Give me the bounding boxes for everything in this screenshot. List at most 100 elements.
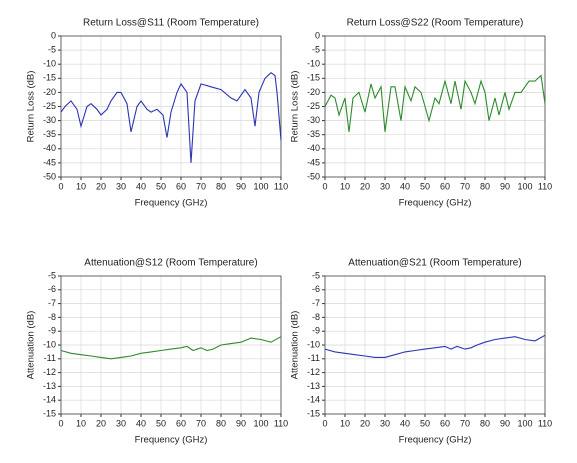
y-tick-label: -15 [307, 408, 320, 418]
y-tick-label: -14 [307, 395, 320, 405]
x-tick-label: 20 [360, 181, 370, 191]
chart-title: Return Loss@S11 (Room Temperature) [83, 18, 259, 29]
y-axis-label: Return Loss (dB) [26, 71, 37, 143]
y-tick-label: -35 [307, 129, 320, 139]
x-tick-label: 50 [420, 181, 430, 191]
data-line [324, 334, 546, 358]
y-tick-label: -5 [48, 44, 56, 54]
y-tick-label: -50 [307, 171, 320, 181]
y-tick-label: -6 [312, 284, 320, 294]
x-tick-label: 30 [116, 181, 126, 191]
x-tick-label: 20 [96, 418, 106, 428]
x-tick-label: 90 [500, 418, 510, 428]
x-tick-label: 100 [253, 181, 268, 191]
x-tick-label: 90 [500, 181, 510, 191]
x-tick-label: 40 [400, 181, 410, 191]
x-axis-label: Frequency (GHz) [135, 435, 208, 446]
x-tick-label: 110 [274, 418, 288, 428]
y-tick-label: -30 [43, 115, 56, 125]
x-tick-label: 40 [136, 181, 146, 191]
chart-title: Attenuation@S21 (Room Temperature) [348, 258, 521, 269]
y-tick-label: 0 [51, 30, 56, 40]
y-tick-label: -6 [48, 284, 56, 294]
y-tick-label: -5 [312, 44, 320, 54]
x-tick-label: 90 [236, 418, 246, 428]
y-axis-label: Attenuation (dB) [26, 311, 37, 380]
x-tick-label: 0 [58, 181, 63, 191]
chart-title: Attenuation@S12 (Room Temperature) [84, 258, 257, 269]
x-tick-label: 60 [176, 418, 186, 428]
x-tick-label: 80 [216, 181, 226, 191]
x-tick-label: 20 [96, 181, 106, 191]
x-tick-label: 0 [322, 418, 327, 428]
x-tick-label: 110 [538, 418, 552, 428]
chart-title: Return Loss@S22 (Room Temperature) [347, 18, 524, 29]
y-tick-label: -10 [43, 339, 56, 349]
x-tick-label: 10 [340, 181, 350, 191]
x-tick-label: 60 [176, 181, 186, 191]
y-tick-label: -15 [43, 73, 56, 83]
x-tick-label: 30 [380, 181, 390, 191]
plot-frame [60, 35, 282, 178]
x-tick-label: 110 [274, 181, 288, 191]
x-tick-label: 10 [76, 181, 86, 191]
x-tick-label: 30 [380, 418, 390, 428]
x-tick-label: 60 [440, 181, 450, 191]
y-tick-label: -11 [308, 353, 320, 363]
y-tick-label: -5 [312, 270, 320, 280]
x-tick-label: 70 [460, 181, 470, 191]
x-tick-label: 100 [253, 418, 268, 428]
x-tick-label: 0 [58, 418, 63, 428]
y-tick-label: -40 [307, 143, 320, 153]
y-tick-label: -10 [43, 59, 56, 69]
x-tick-label: 110 [538, 181, 552, 191]
y-tick-label: -9 [312, 326, 320, 336]
y-tick-label: -5 [48, 270, 56, 280]
x-tick-label: 70 [196, 418, 206, 428]
y-tick-label: -9 [48, 326, 56, 336]
y-tick-label: -8 [312, 312, 320, 322]
x-tick-label: 100 [517, 418, 532, 428]
x-tick-label: 40 [136, 418, 146, 428]
y-tick-label: -25 [307, 101, 320, 111]
y-tick-label: -40 [43, 143, 56, 153]
x-tick-label: 50 [156, 181, 166, 191]
y-tick-label: 0 [315, 30, 320, 40]
y-tick-label: -15 [43, 408, 56, 418]
x-tick-label: 0 [322, 181, 327, 191]
y-tick-label: -10 [307, 59, 320, 69]
x-axis-label: Frequency (GHz) [135, 198, 208, 209]
y-tick-label: -11 [44, 353, 56, 363]
y-tick-label: -7 [48, 298, 56, 308]
x-tick-label: 20 [360, 418, 370, 428]
y-tick-label: -15 [307, 73, 320, 83]
x-tick-label: 50 [420, 418, 430, 428]
x-tick-label: 60 [440, 418, 450, 428]
data-line [60, 71, 282, 163]
x-axis-label: Frequency (GHz) [399, 435, 472, 446]
y-tick-label: -25 [43, 101, 56, 111]
x-tick-label: 30 [116, 418, 126, 428]
y-tick-label: -13 [43, 381, 56, 391]
x-tick-label: 80 [480, 418, 490, 428]
x-tick-label: 90 [236, 181, 246, 191]
y-tick-label: -50 [43, 171, 56, 181]
y-tick-label: -12 [43, 367, 56, 377]
x-tick-label: 80 [216, 418, 226, 428]
x-tick-label: 10 [340, 418, 350, 428]
data-line [60, 336, 282, 360]
plot-frame [324, 275, 546, 415]
x-axis-label: Frequency (GHz) [399, 198, 472, 209]
y-tick-label: -10 [307, 339, 320, 349]
y-tick-label: -12 [307, 367, 320, 377]
y-tick-label: -35 [43, 129, 56, 139]
y-tick-label: -45 [43, 157, 56, 167]
x-tick-label: 40 [400, 418, 410, 428]
y-tick-label: -13 [307, 381, 320, 391]
x-tick-label: 80 [480, 181, 490, 191]
y-tick-label: -30 [307, 115, 320, 125]
y-tick-label: -7 [312, 298, 320, 308]
plot-frame [60, 275, 282, 415]
x-tick-label: 50 [156, 418, 166, 428]
